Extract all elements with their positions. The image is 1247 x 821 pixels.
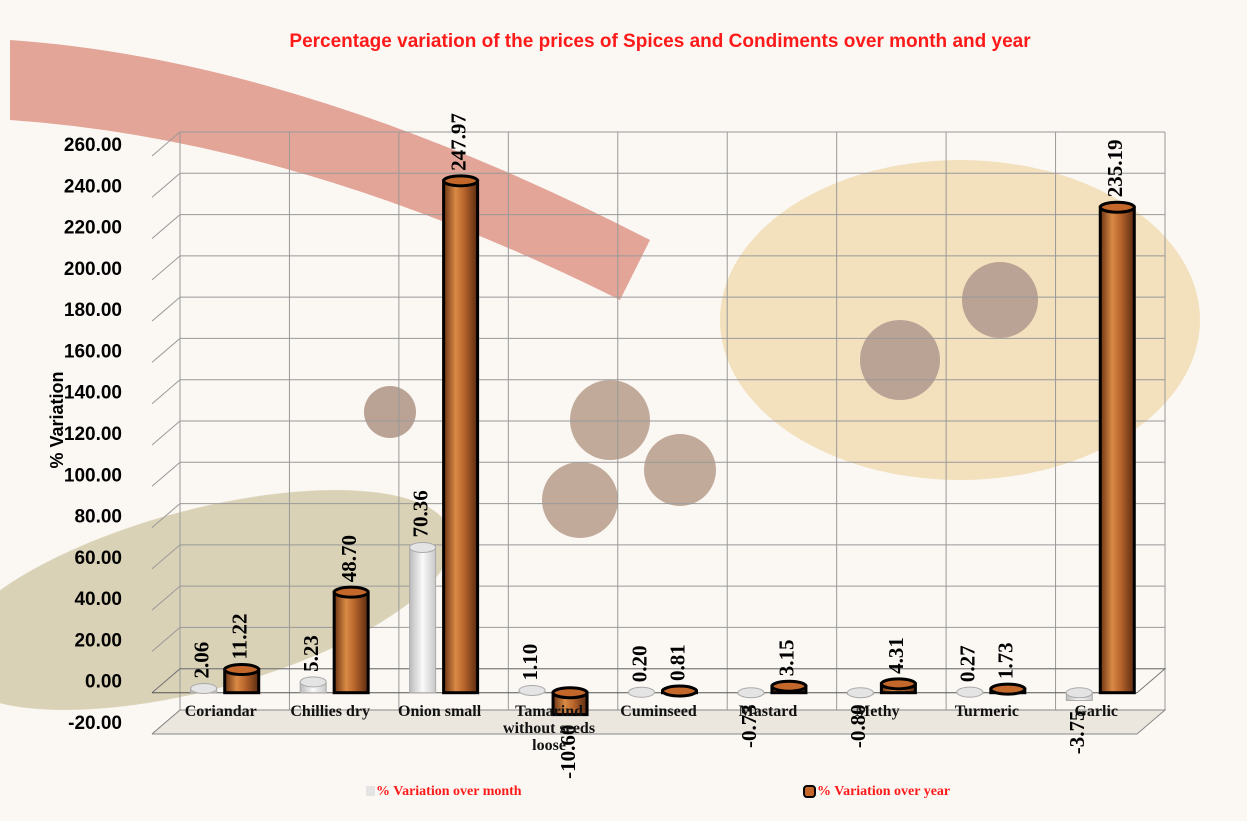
data-label: -10.60 [556,725,580,779]
bar [409,546,437,694]
data-label: 48.70 [337,535,361,582]
data-label: 0.81 [665,644,689,681]
data-label: 235.19 [1103,139,1127,197]
data-label: -3.75 [1065,710,1089,754]
x-tick-label: Cuminseed [620,702,697,720]
data-label: 3.15 [775,639,799,676]
data-label: 0.20 [627,646,651,683]
data-label: 1.10 [518,644,542,681]
chart-title: Percentage variation of the prices of Sp… [289,31,1031,52]
bar-cap [551,686,589,700]
y-tick-label: 140.00 [64,383,122,404]
bar-cap [223,663,261,677]
x-tick-label: Coriandar [184,702,257,720]
x-tick-label: Methy [855,702,900,720]
data-label: 11.22 [228,613,252,659]
bar-cap [442,174,480,188]
data-label: 247.97 [446,113,470,171]
y-tick-label: 20.00 [74,630,122,651]
bar-cap [879,677,917,691]
bar-cap [299,676,327,688]
x-tick-label: Chillies dry [290,702,370,720]
y-tick-label: 220.00 [64,218,122,239]
y-tick-label: 80.00 [74,507,122,528]
legend-swatch [803,785,816,798]
bar-cap [518,684,546,696]
data-label: -0.73 [737,704,761,748]
data-label: 70.36 [408,490,432,537]
bar-cap [770,679,808,693]
y-axis-label: % Variation [47,371,67,468]
bar-cap [409,541,437,553]
y-tick-label: 40.00 [74,589,122,610]
y-tick-label: 160.00 [64,341,122,362]
y-tick-label: -20.00 [68,713,122,734]
x-tick-label: Turmeric [954,702,1019,720]
x-tick-label: Mastard [738,702,798,720]
bar [332,590,370,695]
bar-cap [661,684,698,698]
bar-cap [846,687,874,699]
bar-cap [628,686,655,698]
data-label: 2.06 [190,642,214,679]
y-tick-label: 60.00 [74,548,122,569]
y-tick-label: 240.00 [64,176,122,197]
floor-bottom [151,709,1167,735]
bar-cap [1065,687,1093,699]
y-tick-label: 0.00 [85,672,122,693]
y-tick-label: 100.00 [64,465,122,486]
bar [442,179,480,695]
y-tick-label: 260.00 [64,135,122,156]
data-label: 4.31 [884,637,908,674]
data-label: 5.23 [299,635,323,672]
y-tick-label: 120.00 [64,424,122,445]
bar-cap [332,585,370,599]
data-label: 1.73 [994,642,1018,679]
floor [151,668,1167,694]
y-tick-label: 180.00 [64,300,122,321]
legend-label: % Variation over month [376,784,522,799]
x-tick-label: Garlic [1074,702,1119,720]
x-tick-label: Tamarind without seeds loose [503,702,596,754]
y-tick-label: 200.00 [64,259,122,280]
legend-label: % Variation over year [817,784,950,799]
data-label: 0.27 [956,645,980,682]
x-tick-label: Onion small [398,702,482,720]
bar-cap [737,687,765,699]
bar [1098,205,1136,695]
legend-swatch [366,786,375,796]
bar-cap [190,682,218,694]
bar-cap [956,686,984,698]
bar-cap [1098,200,1136,214]
data-label: -0.80 [846,704,870,748]
bar-cap [989,682,1027,696]
